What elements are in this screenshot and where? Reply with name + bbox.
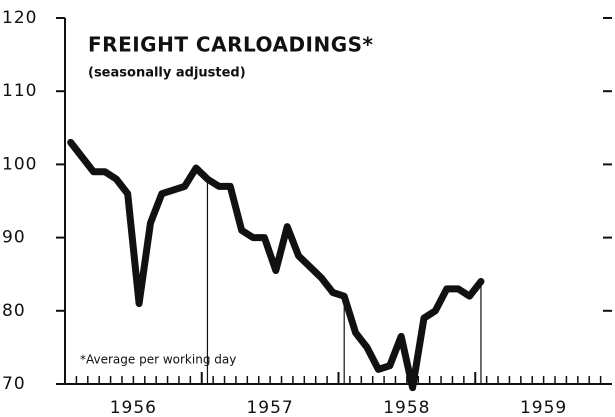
chart-title: FREIGHT CARLOADINGS* (88, 33, 374, 57)
y-tick-label: 70 (2, 374, 26, 394)
y-tick-label: 80 (2, 301, 26, 321)
y-tick-label: 90 (2, 228, 26, 248)
y-tick-label: 110 (2, 81, 37, 101)
x-tick-label: 1958 (383, 398, 430, 417)
data-line (67, 138, 485, 392)
x-tick-label: 1956 (110, 398, 157, 417)
footnote: *Average per working day (80, 353, 236, 367)
chart-subtitle: (seasonally adjusted) (88, 66, 246, 81)
x-tick-label: 1957 (246, 398, 293, 417)
y-tick-label: 120 (2, 8, 37, 28)
y-tick-label: 100 (2, 154, 37, 174)
x-tick-label: 1959 (520, 398, 567, 417)
